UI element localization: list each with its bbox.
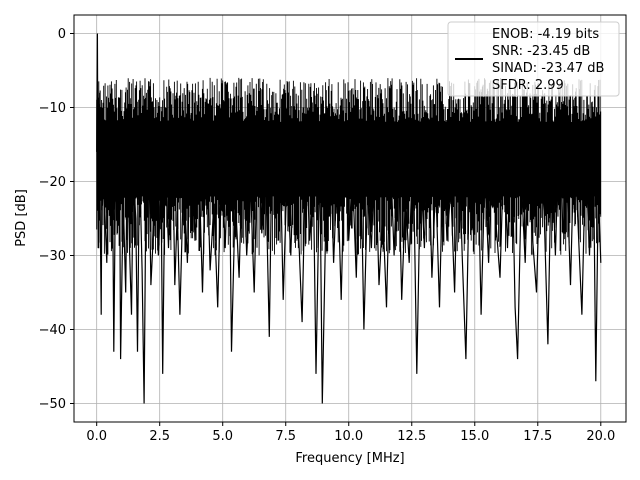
legend-line-enob: ENOB: -4.19 bits (492, 27, 599, 42)
legend-box (447, 21, 620, 97)
psd-line (96, 33, 602, 404)
legend: ENOB: -4.19 bits SNR: -23.45 dB SINAD: -… (447, 21, 620, 97)
y-axis-ticks: 0 −10 −20 −30 −40 −50 (39, 27, 74, 412)
x-tick-label: 2.5 (149, 429, 170, 444)
psd-series (96, 33, 602, 404)
x-tick-label: 20.0 (586, 429, 615, 444)
y-tick-label: −50 (39, 397, 66, 412)
x-axis-label: Frequency [MHz] (295, 451, 404, 466)
x-tick-label: 0.0 (86, 429, 107, 444)
x-tick-label: 5.0 (212, 429, 233, 444)
plot-frame (73, 14, 627, 423)
y-axis-label: PSD [dB] (14, 189, 29, 247)
x-tick-label: 7.5 (275, 429, 296, 444)
x-tick-label: 12.5 (397, 429, 426, 444)
x-axis-ticks: 0.0 2.5 5.0 7.5 10.0 12.5 15.0 17.5 20.0 (86, 422, 615, 444)
y-tick-label: −40 (39, 323, 66, 338)
y-tick-label: −30 (39, 249, 66, 264)
y-tick-label: −10 (39, 101, 66, 116)
y-tick-label: −20 (39, 175, 66, 190)
legend-line-sinad: SINAD: -23.47 dB (492, 61, 604, 76)
x-tick-label: 17.5 (523, 429, 552, 444)
x-tick-label: 15.0 (460, 429, 489, 444)
x-tick-label: 10.0 (334, 429, 363, 444)
legend-line-sfdr: SFDR: 2.99 (492, 78, 564, 93)
legend-line-snr: SNR: -23.45 dB (492, 44, 590, 59)
y-tick-label: 0 (58, 27, 66, 42)
